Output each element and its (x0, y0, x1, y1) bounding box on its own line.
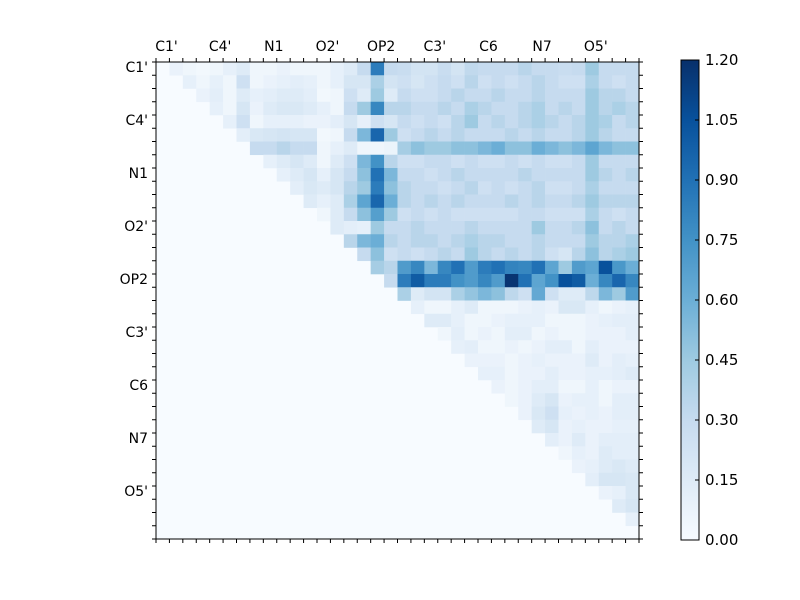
y-tick-label: OP2 (119, 271, 148, 288)
x-tick-label: C6 (479, 39, 498, 55)
colorbar-tick-label: 0.90 (705, 171, 739, 189)
x-tick-label: C4' (208, 39, 232, 55)
y-tick-label: N7 (128, 430, 148, 447)
colorbar-tick-label: 1.20 (705, 51, 739, 69)
colorbar-tick-label: 0.15 (705, 471, 739, 489)
y-tick-label: C4' (125, 112, 148, 129)
x-tick-label: N7 (532, 39, 552, 55)
colorbar-tick-label: 0.60 (705, 291, 739, 309)
colorbar-tick-label: 0.00 (705, 531, 739, 549)
y-tick-label: C6 (129, 377, 148, 394)
colorbar-tick-label: 1.05 (705, 111, 739, 129)
x-tick-label: O5' (583, 39, 608, 55)
x-tick-label: O2' (315, 39, 340, 55)
y-tick-label: C3' (125, 324, 148, 341)
colorbar-tick-label: 0.30 (705, 411, 739, 429)
x-tick-label: C1' (155, 39, 178, 55)
y-tick-label: N1 (128, 165, 148, 182)
x-tick-label: OP2 (366, 39, 396, 55)
x-tick-label: C3' (423, 39, 447, 55)
x-tick-label: N1 (264, 39, 284, 55)
y-tick-label: O2' (124, 218, 148, 235)
colorbar-tick-label: 0.75 (705, 231, 739, 249)
colorbar-tick-label: 0.45 (705, 351, 739, 369)
y-tick-label: C1' (125, 59, 148, 76)
y-tick-label: O5' (124, 483, 148, 500)
